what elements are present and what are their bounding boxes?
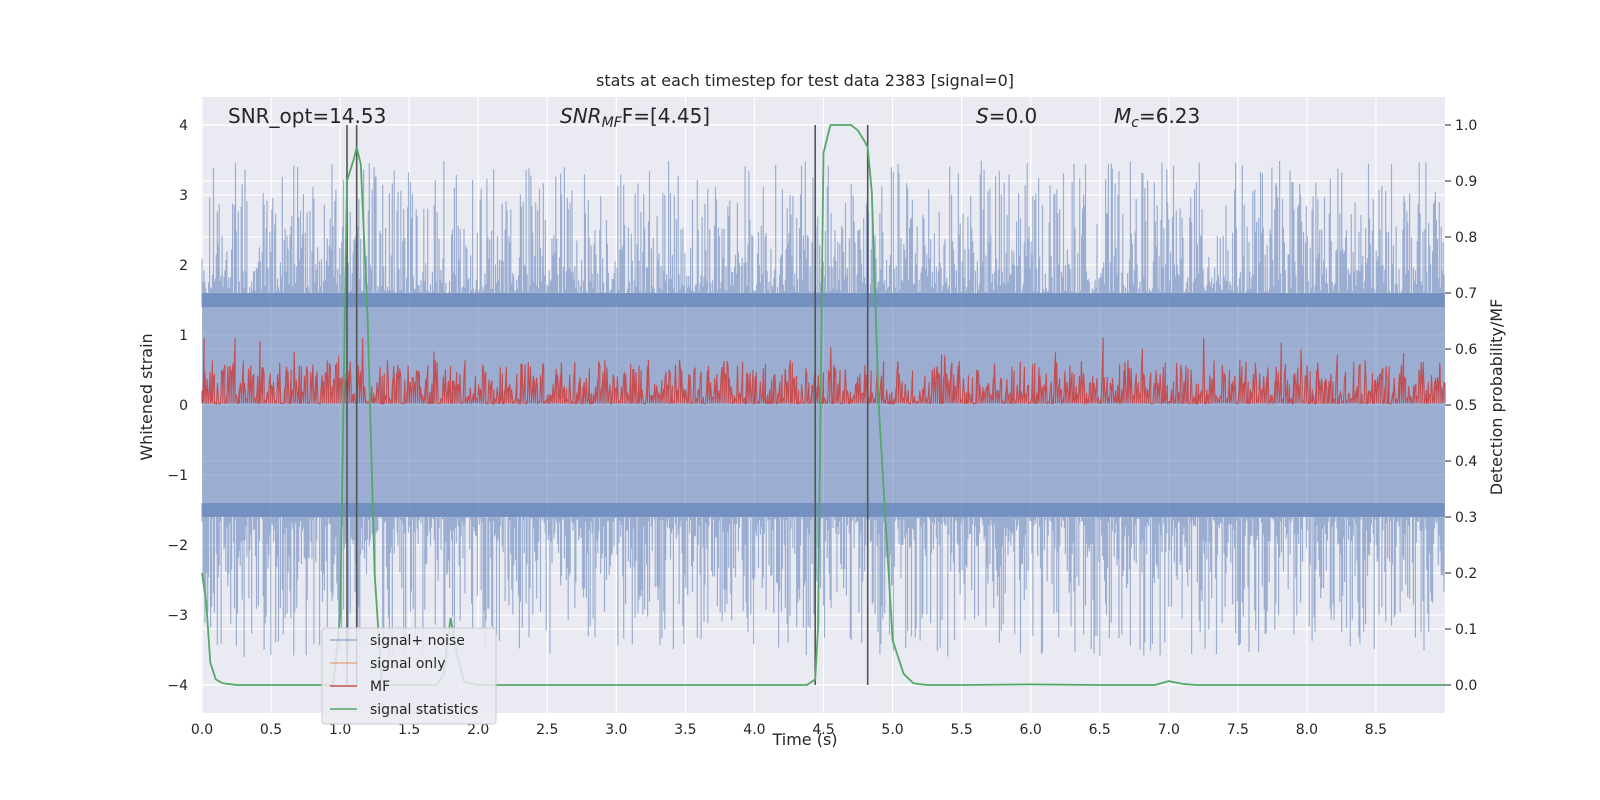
x-tick-label: 2.0 <box>467 722 489 738</box>
x-tick-label: 3.0 <box>605 722 627 738</box>
annotation-s-main: S <box>976 104 989 128</box>
y2-tick-label: 0.5 <box>1455 398 1477 414</box>
y2-tick-label: 0.9 <box>1455 174 1477 190</box>
series-signal-noise <box>201 160 1445 657</box>
x-tick-label: 0.5 <box>260 722 282 738</box>
axis-ticks: 0.0 0.5 1.0 1.5 2.0 2.5 3.0 3.5 4.0 4.5 5.0 5.5 6.0 6… <box>167 118 1477 738</box>
annotation-mc-main: M <box>1114 104 1131 128</box>
legend-label-mf: MF <box>370 679 390 695</box>
x-tick-label: 4.0 <box>743 722 765 738</box>
x-axis-label: Time (s) <box>771 730 837 749</box>
chart-title: stats at each timestep for test data 238… <box>596 71 1014 90</box>
y2-tick-label: 0.7 <box>1455 286 1477 302</box>
legend-label-signal-noise: signal+ noise <box>370 633 465 649</box>
legend-box <box>321 627 497 725</box>
y2-tick-label: 0.2 <box>1455 566 1477 582</box>
y2-tick-label: 0.3 <box>1455 510 1477 526</box>
y2-tick-label: 0.6 <box>1455 342 1477 358</box>
x-tick-label: 1.5 <box>398 722 420 738</box>
annotation-snr-mf: SNRMFF=[4.45] <box>560 104 710 131</box>
y-axis-label: Whitened strain <box>137 333 156 460</box>
y-tick-label: 1 <box>179 328 188 344</box>
y-tick-label: 4 <box>179 118 188 134</box>
series-mf <box>201 337 1446 406</box>
y2-tick-label: 1.0 <box>1455 118 1477 134</box>
legend-label-signal-only: signal only <box>370 656 445 672</box>
legend-label-signal-statistics: signal statistics <box>370 702 478 718</box>
y2-tick-label: 0.4 <box>1455 454 1477 470</box>
noise-core-band <box>202 293 1445 517</box>
x-tick-label: 5.5 <box>950 722 972 738</box>
x-tick-label: 3.5 <box>674 722 696 738</box>
y-tick-label: −1 <box>167 468 188 484</box>
y-tick-label: 2 <box>179 258 188 274</box>
x-tick-label: 7.0 <box>1158 722 1180 738</box>
annotation-mc: Mc=6.23 <box>1114 104 1200 131</box>
y2-tick-label: 0.1 <box>1455 622 1477 638</box>
y-tick-label: −2 <box>167 538 188 554</box>
x-tick-label: 5.0 <box>881 722 903 738</box>
annotation-mc-sub: c <box>1131 115 1139 131</box>
x-tick-label: 0.0 <box>191 722 213 738</box>
annotation-s: S=0.0 <box>976 104 1037 128</box>
y2-tick-label: 0.8 <box>1455 230 1477 246</box>
annotation-snr-mf-main: SNR <box>560 104 602 128</box>
y-tick-label: −3 <box>167 608 188 624</box>
annotation-snr-mf-sub: MF <box>602 115 623 131</box>
y-tick-label: 0 <box>179 398 188 414</box>
noise-spikes-lower <box>201 503 1445 657</box>
legend: signal+ noise signal only MF signal stat… <box>321 627 497 725</box>
noise-spikes-upper <box>201 160 1445 307</box>
annotation-snr-mf-tail: F=[4.45] <box>622 104 710 128</box>
mf-line <box>201 337 1446 406</box>
annotation-mc-tail: =6.23 <box>1139 104 1200 128</box>
x-tick-label: 6.0 <box>1020 722 1042 738</box>
x-tick-label: 6.5 <box>1089 722 1111 738</box>
x-tick-label: 7.5 <box>1227 722 1249 738</box>
y-tick-label: 3 <box>179 188 188 204</box>
x-tick-label: 8.5 <box>1365 722 1387 738</box>
annotation-s-tail: =0.0 <box>989 104 1038 128</box>
x-tick-label: 1.0 <box>329 722 351 738</box>
y2-axis-label: Detection probability/MF <box>1487 299 1506 496</box>
y-tick-label: −4 <box>167 678 188 694</box>
annotation-snr-opt: SNR_opt=14.53 <box>228 104 386 128</box>
y2-tick-label: 0.0 <box>1455 678 1477 694</box>
x-tick-label: 4.5 <box>812 722 834 738</box>
x-tick-label: 8.0 <box>1296 722 1318 738</box>
x-tick-label: 2.5 <box>536 722 558 738</box>
